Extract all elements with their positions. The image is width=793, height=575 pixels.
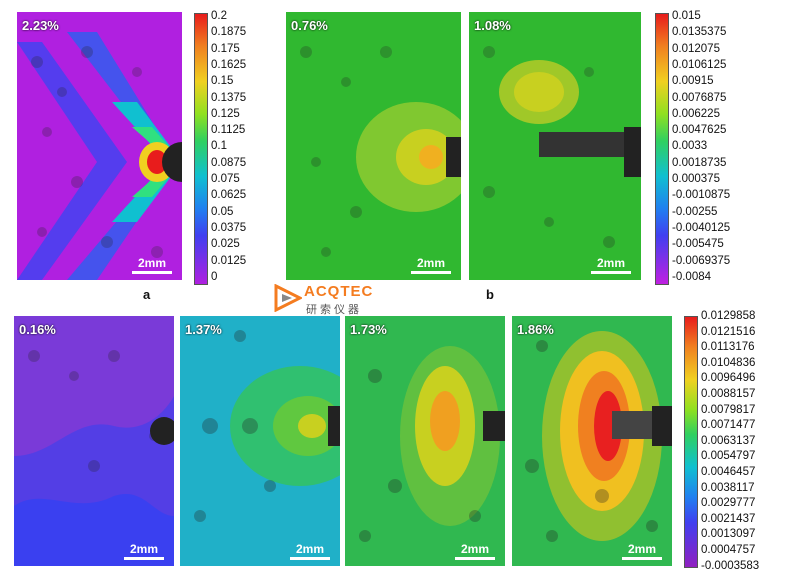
strain-field-c4 xyxy=(512,316,672,566)
colorbar-b-labels: 0.015 0.0135375 0.012075 0.0106125 0.00915 0.… xyxy=(672,10,782,285)
colorbar-tick-label: 0.00915 xyxy=(672,75,714,88)
colorbar-tick-label: 0.0004757 xyxy=(701,544,756,556)
colorbar-tick-label: -0.005475 xyxy=(672,238,724,251)
strain-label: 0.76% xyxy=(291,18,328,33)
colorbar-tick-label: 0.0047625 xyxy=(672,124,727,137)
strain-label: 1.86% xyxy=(517,322,554,337)
colorbar-c-labels: 0.0129858 0.0121516 0.0113176 0.0104836 0.00… xyxy=(701,310,793,572)
colorbar-tick-label: 0 xyxy=(211,270,218,283)
colorbar-tick-label: 0.0113176 xyxy=(701,341,755,354)
strain-field-c2 xyxy=(180,316,340,566)
scale-bar: 2mm xyxy=(124,542,164,560)
strain-label: 0.16% xyxy=(19,322,56,337)
colorbar-tick-label: 0.0875 xyxy=(211,156,247,169)
strain-label: 2.23% xyxy=(22,18,59,33)
colorbar-tick-label: 0.0125 xyxy=(211,254,247,267)
colorbar-tick-label: -0.0040125 xyxy=(672,221,731,234)
colorbar-tick-label: 0.0054797 xyxy=(701,450,756,463)
colorbar-tick-label: 0.0121516 xyxy=(701,325,756,338)
colorbar-tick-label: 0.015 xyxy=(672,10,701,22)
colorbar-tick-label: 0.0021437 xyxy=(701,512,756,525)
colorbar-tick-label: 0.0063137 xyxy=(701,434,756,447)
colorbar-tick-label: 0.1875 xyxy=(211,26,247,39)
colorbar-tick-label: -0.0069375 xyxy=(672,254,731,267)
colorbar-tick-label: 0.0076875 xyxy=(672,91,727,104)
logo-sub: 研索仪器 xyxy=(306,304,362,316)
colorbar-b xyxy=(655,13,669,285)
colorbar-tick-label: 0.0375 xyxy=(211,221,247,234)
panel-b2: 1.08% 2mm xyxy=(469,12,641,280)
strain-field-c1 xyxy=(14,316,174,566)
colorbar-tick-label: -0.0010875 xyxy=(672,189,731,202)
colorbar-tick-label: 0.0071477 xyxy=(701,419,756,432)
colorbar-tick-label: 0.125 xyxy=(211,107,240,120)
colorbar-tick-label: 0.006225 xyxy=(672,107,720,120)
scale-bar: 2mm xyxy=(622,542,662,560)
strain-label: 1.08% xyxy=(474,18,511,33)
scale-bar: 2mm xyxy=(290,542,330,560)
scale-bar: 2mm xyxy=(132,256,172,274)
colorbar-tick-label: 0.0046457 xyxy=(701,466,756,478)
strain-label: 1.73% xyxy=(350,322,387,337)
scale-bar: 2mm xyxy=(455,542,495,560)
panel-c1: 0.16% 2mm xyxy=(14,316,174,566)
colorbar-tick-label: 0.05 xyxy=(211,205,234,218)
colorbar-tick-label: -0.0084 xyxy=(672,270,712,283)
colorbar-tick-label: 0.0038117 xyxy=(701,481,755,494)
colorbar-tick-label: 0.025 xyxy=(211,238,240,251)
colorbar-tick-label: 0.0088157 xyxy=(701,388,756,400)
colorbar-tick-label: 0.0104836 xyxy=(701,356,756,369)
colorbar-tick-label: -0.0003583 xyxy=(701,559,760,572)
colorbar-tick-label: 0.1375 xyxy=(211,91,247,104)
colorbar-tick-label: 0.000375 xyxy=(672,173,720,185)
colorbar-tick-label: 0.0135375 xyxy=(672,26,727,39)
colorbar-tick-label: 0.1125 xyxy=(211,124,246,137)
strain-label: 1.37% xyxy=(185,322,222,337)
colorbar-tick-label: 0.175 xyxy=(211,42,240,55)
logo-mark-icon xyxy=(274,284,302,312)
panel-c3: 1.73% 2mm xyxy=(345,316,505,566)
sublabel-a: a xyxy=(143,287,151,302)
colorbar-tick-label: -0.00255 xyxy=(672,205,718,218)
scale-bar: 2mm xyxy=(411,256,451,274)
logo-name: ACQTEC xyxy=(304,283,374,300)
strain-field-a xyxy=(17,12,182,280)
acqtec-logo: ACQTEC 研索仪器 xyxy=(274,281,384,316)
colorbar-a xyxy=(194,13,208,285)
colorbar-tick-label: 0.0013097 xyxy=(701,528,756,541)
scale-bar: 2mm xyxy=(591,256,631,274)
panel-b1: 0.76% 2mm xyxy=(286,12,461,280)
colorbar-a-labels: 0.2 0.1875 0.175 0.1625 0.15 0.1375 0.125 0.112… xyxy=(211,10,271,285)
colorbar-tick-label: 0.012075 xyxy=(672,42,720,55)
panel-c4: 1.86% 2mm xyxy=(512,316,672,566)
colorbar-tick-label: 0.1 xyxy=(211,140,227,153)
colorbar-tick-label: 0.0033 xyxy=(672,140,708,153)
colorbar-tick-label: 0.2 xyxy=(211,10,227,22)
colorbar-tick-label: 0.075 xyxy=(211,173,240,185)
colorbar-tick-label: 0.0018735 xyxy=(672,156,727,169)
colorbar-tick-label: 0.0129858 xyxy=(701,310,756,322)
strain-field-b1 xyxy=(286,12,461,280)
colorbar-tick-label: 0.0625 xyxy=(211,189,247,202)
strain-field-b2 xyxy=(469,12,641,280)
panel-a: 2.23% 2mm xyxy=(17,12,182,280)
colorbar-c xyxy=(684,316,698,568)
panel-c2: 1.37% 2mm xyxy=(180,316,340,566)
colorbar-tick-label: 0.1625 xyxy=(211,58,247,71)
colorbar-tick-label: 0.0106125 xyxy=(672,58,727,71)
sublabel-b: b xyxy=(486,287,494,302)
strain-field-c3 xyxy=(345,316,505,566)
colorbar-tick-label: 0.15 xyxy=(211,75,234,88)
colorbar-tick-label: 0.0029777 xyxy=(701,497,756,510)
colorbar-tick-label: 0.0079817 xyxy=(701,403,756,416)
colorbar-tick-label: 0.0096496 xyxy=(701,372,756,385)
